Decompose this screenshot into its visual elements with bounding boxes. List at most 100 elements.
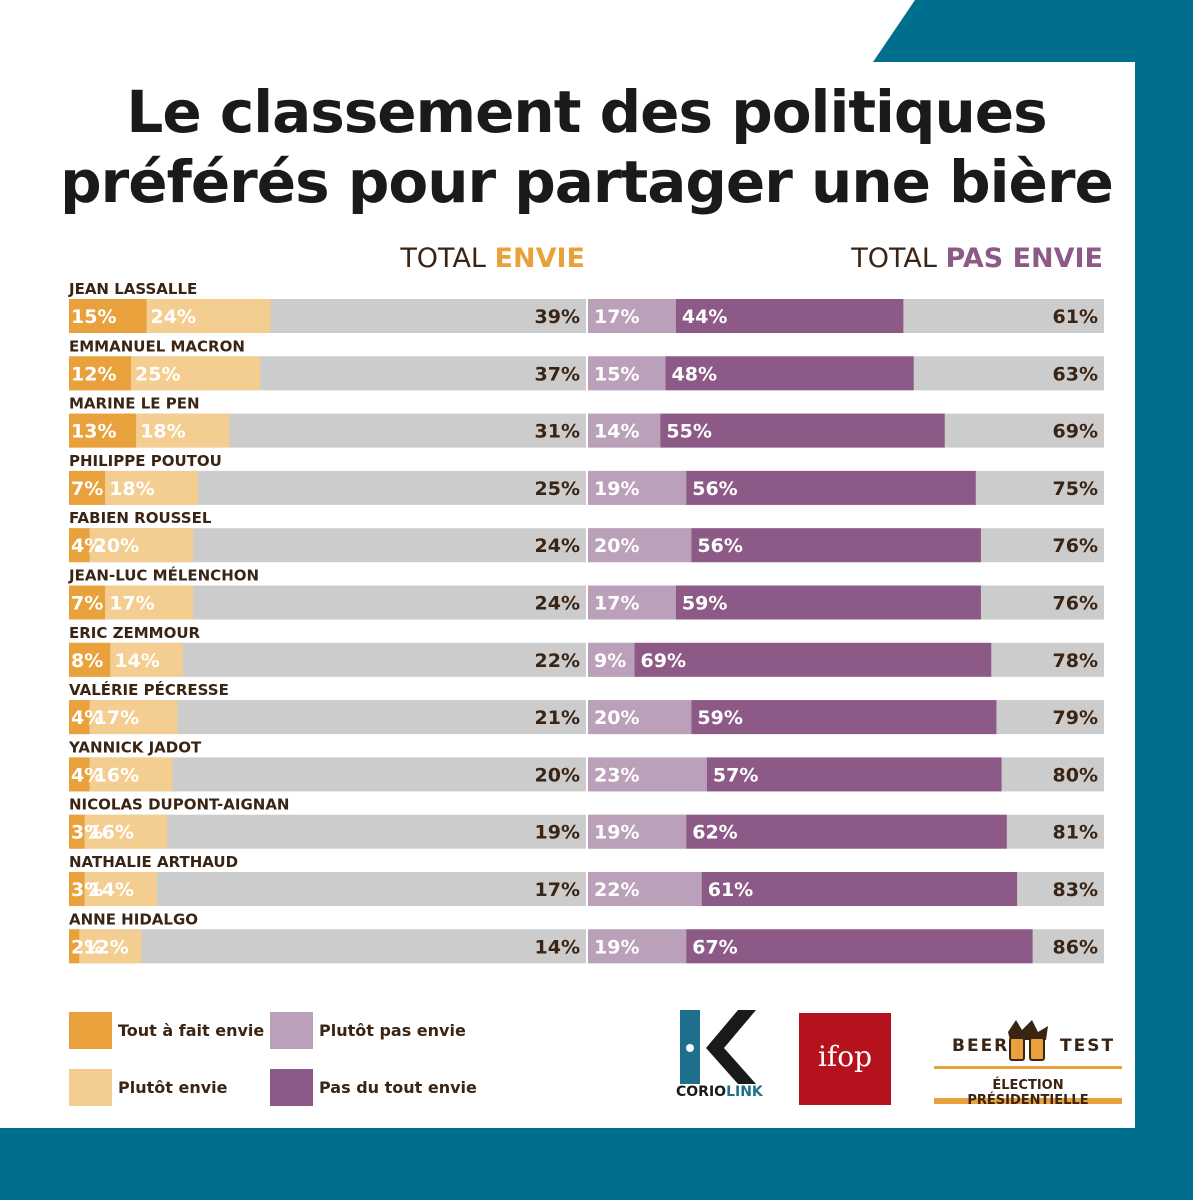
bar-plutot-pas-envie <box>588 299 676 333</box>
label-pas-du-tout-envie: 44% <box>682 306 727 328</box>
legend-swatch-plutot-envie <box>69 1069 112 1106</box>
bar-plutot-envie <box>146 299 271 333</box>
bar-plutot-envie <box>105 470 199 505</box>
label-tout-a-fait-envie: 2% <box>71 936 103 958</box>
label-tout-a-fait-envie: 4% <box>71 535 103 557</box>
label-plutot-envie: 18% <box>109 478 154 500</box>
label-plutot-pas-envie: 17% <box>594 306 639 328</box>
bar-plutot-envie <box>110 642 183 677</box>
label-total-pas-envie: 69% <box>1053 421 1098 443</box>
label-pas-du-tout-envie: 61% <box>708 879 753 901</box>
label-plutot-pas-envie: 19% <box>594 936 639 958</box>
beer-test-word-test: TEST <box>1060 1036 1116 1056</box>
candidate-name: EMMANUEL MACRON <box>69 337 245 355</box>
bar-tout-a-fait-envie <box>69 757 90 792</box>
label-plutot-pas-envie: 20% <box>594 535 639 557</box>
bar-tout-a-fait-envie <box>69 872 85 906</box>
label-plutot-envie: 25% <box>135 363 180 385</box>
bar-pas-du-tout-envie <box>675 585 981 620</box>
label-tout-a-fait-envie: 4% <box>71 764 103 786</box>
label-pas-du-tout-envie: 59% <box>682 593 727 615</box>
label-plutot-envie: 24% <box>151 306 196 328</box>
label-pas-du-tout-envie: 57% <box>713 764 758 786</box>
label-tout-a-fait-envie: 3% <box>71 879 103 901</box>
stacked-bar-chart: JEAN LASSALLE 15% 24% 17% 44% 39% 61% EMMANUEL … <box>68 280 1104 964</box>
bar-pas-du-tout-envie <box>706 757 1002 792</box>
label-plutot-envie: 17% <box>94 707 139 729</box>
bar-plutot-pas-envie <box>588 700 692 735</box>
label-total-pas-envie: 83% <box>1053 879 1098 901</box>
label-tout-a-fait-envie: 8% <box>71 650 103 672</box>
label-plutot-envie: 20% <box>94 535 139 557</box>
candidate-name: PHILIPPE POUTOU <box>69 452 222 470</box>
label-total-envie: 24% <box>535 593 580 615</box>
label-tout-a-fait-envie: 7% <box>71 593 103 615</box>
bar-plutot-envie <box>105 585 194 620</box>
label-plutot-pas-envie: 19% <box>594 822 639 844</box>
label-tout-a-fait-envie: 13% <box>71 421 116 443</box>
label-total-pas-envie: 79% <box>1053 707 1098 729</box>
label-plutot-pas-envie: 9% <box>594 650 626 672</box>
label-plutot-pas-envie: 20% <box>594 707 639 729</box>
legend-label-pas-du-tout-envie: Pas du tout envie <box>319 1078 477 1097</box>
legend-label-plutot-envie: Plutôt envie <box>118 1078 228 1097</box>
label-pas-du-tout-envie: 62% <box>692 822 737 844</box>
candidate-name: NATHALIE ARTHAUD <box>69 853 238 871</box>
ifop-logo <box>799 1013 891 1105</box>
label-total-envie: 25% <box>535 478 580 500</box>
bar-tout-a-fait-envie <box>69 356 132 391</box>
label-total-pas-envie: 78% <box>1053 650 1098 672</box>
label-tout-a-fait-envie: 12% <box>71 363 116 385</box>
bar-tout-a-fait-envie <box>69 299 147 333</box>
bar-plutot-pas-envie <box>588 757 707 792</box>
candidate-name: FABIEN ROUSSEL <box>69 509 212 527</box>
candidate-name: ERIC ZEMMOUR <box>69 624 201 642</box>
legend-swatch-pas-du-tout-envie <box>270 1069 313 1106</box>
bar-plutot-envie <box>79 929 142 964</box>
bar-tout-a-fait-envie <box>69 814 85 849</box>
bar-plutot-envie <box>84 872 157 906</box>
bar-plutot-pas-envie <box>588 929 687 964</box>
label-pas-du-tout-envie: 55% <box>666 421 711 443</box>
bar-pas-du-tout-envie <box>691 700 997 735</box>
label-total-envie: 21% <box>535 707 580 729</box>
beer-test-word-beer: BEER <box>952 1036 1010 1056</box>
label-plutot-envie: 12% <box>83 936 128 958</box>
label-total-pas-envie: 61% <box>1053 306 1098 328</box>
label-tout-a-fait-envie: 4% <box>71 707 103 729</box>
label-plutot-envie: 17% <box>109 593 154 615</box>
label-pas-du-tout-envie: 59% <box>697 707 742 729</box>
label-total-pas-envie: 75% <box>1053 478 1098 500</box>
label-plutot-envie: 14% <box>89 879 134 901</box>
legend-swatch-plutot-pas-envie <box>270 1012 313 1049</box>
bar-tout-a-fait-envie <box>69 929 80 964</box>
bar-plutot-envie <box>84 814 168 849</box>
label-pas-du-tout-envie: 69% <box>641 650 686 672</box>
bar-plutot-pas-envie <box>588 814 687 849</box>
bar-pas-du-tout-envie <box>660 413 945 448</box>
chart-title-line1: Le classement des politiques <box>126 78 1047 146</box>
bar-plutot-envie <box>131 356 261 391</box>
bar-pas-du-tout-envie <box>686 814 1007 849</box>
label-total-pas-envie: 63% <box>1053 363 1098 385</box>
candidate-name: ANNE HIDALGO <box>69 910 198 928</box>
candidate-name: JEAN LASSALLE <box>68 280 197 298</box>
label-plutot-pas-envie: 14% <box>594 421 639 443</box>
bar-plutot-pas-envie <box>588 642 635 677</box>
label-plutot-envie: 18% <box>140 421 185 443</box>
candidate-name: VALÉRIE PÉCRESSE <box>69 680 229 699</box>
bar-pas-du-tout-envie <box>675 299 904 333</box>
bar-track-envie <box>69 929 586 964</box>
bar-plutot-pas-envie <box>588 585 676 620</box>
label-total-pas-envie: 76% <box>1053 535 1098 557</box>
label-total-envie: 17% <box>535 879 580 901</box>
bar-plutot-pas-envie <box>588 872 702 906</box>
bar-tout-a-fait-envie <box>69 642 111 677</box>
coriolink-logo <box>680 1010 756 1084</box>
header-total-pas-envie: TOTAL PAS ENVIE <box>851 243 1103 274</box>
bar-pas-du-tout-envie <box>691 528 981 563</box>
candidate-name: NICOLAS DUPONT-AIGNAN <box>69 796 290 814</box>
label-pas-du-tout-envie: 67% <box>692 936 737 958</box>
label-total-pas-envie: 80% <box>1053 764 1098 786</box>
label-total-pas-envie: 86% <box>1053 936 1098 958</box>
